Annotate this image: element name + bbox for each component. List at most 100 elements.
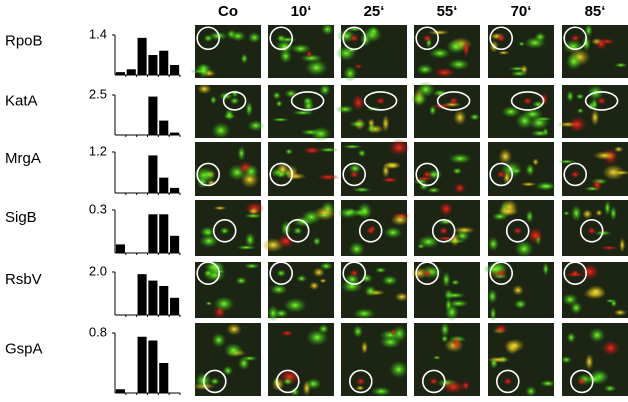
spot-circle: [342, 26, 367, 51]
gel-spot: [539, 379, 556, 388]
gel-panel: [414, 25, 480, 78]
gel-spot: [381, 114, 390, 133]
gel-spot: [349, 269, 360, 278]
gel-spot: [284, 148, 294, 155]
spot-circle: [285, 219, 310, 243]
gel-spot: [527, 226, 544, 244]
gel-spot: [283, 297, 307, 313]
gel-spot: [487, 288, 498, 304]
gel-spot: [271, 377, 285, 392]
gel-spot: [275, 99, 283, 108]
gel-spot: [512, 226, 523, 235]
gel-spot: [269, 283, 288, 296]
gel-spot: [450, 279, 460, 286]
row-label: RsbV: [5, 271, 42, 288]
gel-spot: [501, 105, 521, 118]
gel-spot: [337, 207, 360, 219]
gel-spot: [613, 146, 624, 153]
gel-spot: [570, 34, 581, 43]
gel-spot: [291, 110, 315, 116]
y-tick-label: 1.4: [89, 26, 107, 41]
gel-spot: [498, 148, 513, 165]
bar: [170, 65, 180, 75]
spot-circle: [584, 91, 619, 111]
gel-panel: [192, 142, 261, 196]
gel-spot: [368, 25, 380, 37]
gel-spot: [316, 173, 340, 181]
gel-spot: [453, 226, 476, 234]
gel-panel: [341, 138, 410, 196]
gel-spot: [302, 146, 322, 155]
bar: [137, 274, 147, 315]
gel-spot: [619, 237, 626, 253]
gel-spot: [514, 239, 534, 258]
gel-spot: [304, 59, 329, 77]
gel-spot: [316, 213, 332, 218]
gel-spot: [576, 377, 587, 386]
gel-panel: [488, 85, 554, 138]
gel-spot: [489, 306, 497, 322]
gel-spot: [441, 271, 451, 288]
spot-circle: [569, 369, 594, 394]
gel-spot: [428, 104, 437, 116]
spot-circle: [342, 261, 367, 286]
gel-spot: [276, 269, 287, 278]
gel-spot: [335, 105, 355, 114]
gel-spot: [497, 206, 520, 217]
bar: [148, 96, 158, 135]
gel-spot: [335, 45, 357, 62]
gel-spot: [443, 292, 466, 299]
spot-circle: [196, 261, 220, 286]
gel-spot: [451, 336, 462, 350]
gel-spot: [595, 209, 603, 217]
gel-spot: [379, 335, 402, 349]
gel-spot: [496, 170, 507, 179]
gel-spot: [520, 182, 537, 187]
bar: [159, 214, 169, 253]
gel-spot: [290, 43, 312, 54]
gel-spot: [383, 226, 403, 239]
gel-spot: [567, 116, 587, 133]
gel-spot: [432, 89, 448, 97]
gel-spot: [284, 89, 298, 98]
bar: [148, 340, 158, 393]
gel-spot: [525, 385, 537, 397]
gel-spot: [453, 182, 467, 194]
spot-circle: [275, 369, 300, 394]
gel-spot: [513, 299, 528, 310]
gel-spot: [370, 386, 392, 397]
gel-spot: [364, 285, 377, 297]
gel-spot: [247, 119, 265, 132]
gel-spot: [305, 49, 313, 59]
gel-spot: [448, 96, 459, 105]
gel-spot: [448, 153, 472, 164]
gel-panel: [337, 200, 411, 257]
gel-spot: [198, 62, 209, 79]
gel-spot: [353, 64, 363, 69]
gel-spot: [229, 96, 240, 105]
gel-panel: [195, 200, 265, 256]
gel-spot: [586, 226, 597, 235]
gel-spot: [245, 100, 253, 118]
gel-spot: [270, 117, 290, 122]
gel-panel: [268, 323, 334, 397]
bar: [137, 37, 147, 75]
gel-spot: [273, 308, 289, 319]
gel-spot: [576, 107, 584, 114]
bar: [148, 214, 158, 253]
gel-spot: [349, 34, 360, 43]
column-header: 85‘: [585, 3, 606, 20]
gel-spot: [348, 241, 365, 257]
gel-spot: [588, 327, 606, 343]
gel-spot: [613, 309, 627, 316]
gel-panel: [561, 261, 628, 318]
gel-spot: [247, 207, 260, 215]
row-label: KatA: [5, 92, 38, 109]
gel-spot: [438, 226, 449, 235]
gel-spot: [411, 92, 428, 106]
spot-circle: [269, 26, 294, 51]
spot-circle: [415, 261, 440, 286]
gel-spot: [211, 332, 227, 348]
gel-spot: [427, 29, 450, 36]
gel-spot: [374, 267, 387, 274]
